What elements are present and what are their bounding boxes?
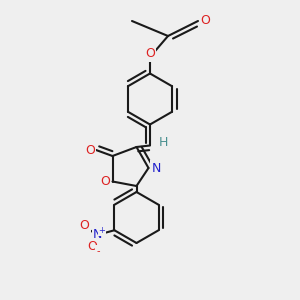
Text: N: N: [93, 228, 103, 241]
Text: +: +: [98, 226, 105, 235]
Text: -: -: [96, 246, 100, 256]
Text: O: O: [85, 143, 95, 157]
Text: N: N: [151, 161, 161, 175]
Text: O: O: [80, 219, 89, 232]
Text: O: O: [145, 47, 155, 61]
Text: O: O: [201, 14, 210, 28]
Text: O: O: [100, 175, 110, 188]
Text: O: O: [87, 240, 97, 253]
Text: H: H: [159, 136, 168, 149]
